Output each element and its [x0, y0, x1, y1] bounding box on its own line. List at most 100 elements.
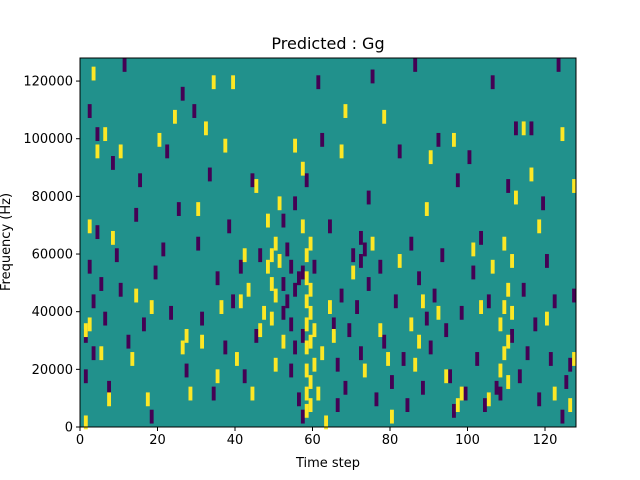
heatmap-cell-high — [498, 363, 503, 378]
heatmap-cell-low — [281, 213, 286, 228]
heatmap-cell-high — [269, 248, 274, 263]
heatmap-cell-high — [99, 346, 104, 361]
heatmap-cell-low — [285, 294, 290, 309]
heatmap-cell-low — [223, 340, 228, 355]
heatmap-cell-low — [289, 363, 294, 378]
heatmap-cell-low — [304, 173, 309, 188]
heatmap-cell-low — [432, 288, 437, 303]
heatmap-cell-low — [343, 380, 348, 395]
heatmap-cell-high — [273, 236, 278, 251]
heatmap-cell-low — [95, 127, 100, 142]
heatmap-cell-low — [359, 230, 363, 245]
heatmap-cell-high — [149, 300, 154, 314]
heatmap-cell-high — [421, 294, 425, 309]
heatmap-cell-low — [510, 328, 515, 343]
heatmap-cell-low — [176, 202, 181, 216]
heatmap-cell-high — [173, 109, 177, 124]
heatmap-cell-high — [308, 375, 313, 389]
heatmap-cell-high — [572, 179, 577, 193]
heatmap-cell-low — [413, 58, 418, 72]
heatmap-cell-high — [211, 75, 216, 90]
heatmap-cell-high — [103, 127, 108, 142]
heatmap-cell-low — [409, 236, 414, 251]
heatmap-cell-low — [328, 219, 332, 234]
heatmap-cell-low — [227, 219, 232, 234]
y-tick-label: 120000 — [23, 75, 73, 90]
heatmap-cell-high — [204, 121, 208, 136]
heatmap-cell-low — [103, 311, 108, 326]
heatmap-cell-high — [498, 317, 503, 332]
heatmap-cell-high — [266, 259, 270, 274]
heatmap-cell-low — [122, 58, 127, 72]
heatmap-cell-low — [545, 254, 549, 268]
heatmap-cell-low — [207, 167, 212, 182]
heatmap-cell-low — [417, 271, 422, 286]
heatmap-cell-low — [192, 104, 197, 118]
heatmap-cell-high — [231, 75, 236, 90]
heatmap-cell-low — [231, 294, 236, 309]
heatmap-cell-high — [262, 305, 267, 320]
heatmap-cell-low — [293, 340, 298, 355]
heatmap-cell-high — [107, 392, 112, 407]
heatmap-cell-low — [107, 380, 112, 395]
heatmap-cell-high — [180, 340, 185, 355]
heatmap-cell-low — [87, 104, 92, 118]
heatmap-cell-high — [293, 138, 298, 153]
heatmap-cell-low — [479, 230, 484, 245]
heatmap-cell-high — [397, 254, 402, 268]
heatmap-cell-high — [235, 352, 239, 366]
heatmap-cell-low — [238, 259, 243, 274]
heatmap-cell-high — [118, 144, 123, 159]
heatmap-cell-low — [498, 386, 503, 401]
heatmap-cell-high — [304, 386, 309, 401]
heatmap-cell-low — [91, 346, 96, 361]
heatmap-cell-high — [502, 236, 507, 251]
heatmap-cell-low — [366, 190, 371, 205]
heatmap-cell-high — [413, 357, 418, 372]
heatmap-cell-low — [467, 150, 472, 165]
heatmap-cell-low — [494, 380, 499, 395]
heatmap-cell-low — [424, 311, 429, 326]
heatmap-cell-high — [304, 363, 309, 378]
heatmap-cell-high — [479, 300, 484, 314]
heatmap-cell-low — [452, 403, 456, 418]
heatmap-cell-high — [91, 66, 96, 81]
heatmap-cell-high — [254, 179, 259, 193]
heatmap-cell-low — [118, 282, 123, 297]
heatmap-cell-high — [552, 386, 557, 401]
x-tick-label: 40 — [227, 433, 244, 448]
heatmap-cell-high — [316, 386, 321, 401]
heatmap-cell-high — [277, 254, 282, 268]
heatmap-cell-high — [300, 161, 305, 176]
heatmap-cell-high — [510, 254, 515, 268]
heatmap-cell-low — [297, 271, 301, 286]
heatmap-cell-high — [351, 265, 356, 280]
chart-title: Predicted : Gg — [271, 34, 384, 53]
heatmap-cell-high — [312, 357, 317, 372]
heatmap-cell-high — [308, 282, 313, 297]
heatmap-cell-high — [409, 317, 414, 332]
heatmap-cell-low — [289, 259, 294, 274]
heatmap-cell-high — [304, 403, 309, 418]
heatmap-cell-low — [390, 375, 394, 389]
heatmap-cell-high — [87, 219, 92, 234]
heatmap-cell-low — [316, 75, 321, 90]
heatmap-cell-high — [157, 132, 162, 147]
heatmap-cell-low — [537, 392, 542, 407]
heatmap-cell-high — [424, 202, 429, 216]
heatmap-cell-low — [459, 305, 464, 320]
heatmap-cell-low — [300, 328, 305, 343]
x-axis-label: Time step — [295, 456, 360, 471]
heatmap-cell-high — [568, 398, 573, 413]
heatmap-cell-low — [359, 346, 363, 361]
heatmap-cell-high — [300, 219, 305, 234]
heatmap-cell-low — [529, 121, 534, 136]
y-tick-label: 100000 — [23, 132, 73, 147]
heatmap-cell-high — [281, 334, 286, 349]
heatmap-cell-low — [242, 369, 247, 384]
heatmap-cell-low — [355, 300, 360, 314]
heatmap-cell-low — [362, 242, 367, 257]
heatmap-cell-low — [370, 69, 375, 84]
heatmap-cell-low — [556, 58, 561, 72]
